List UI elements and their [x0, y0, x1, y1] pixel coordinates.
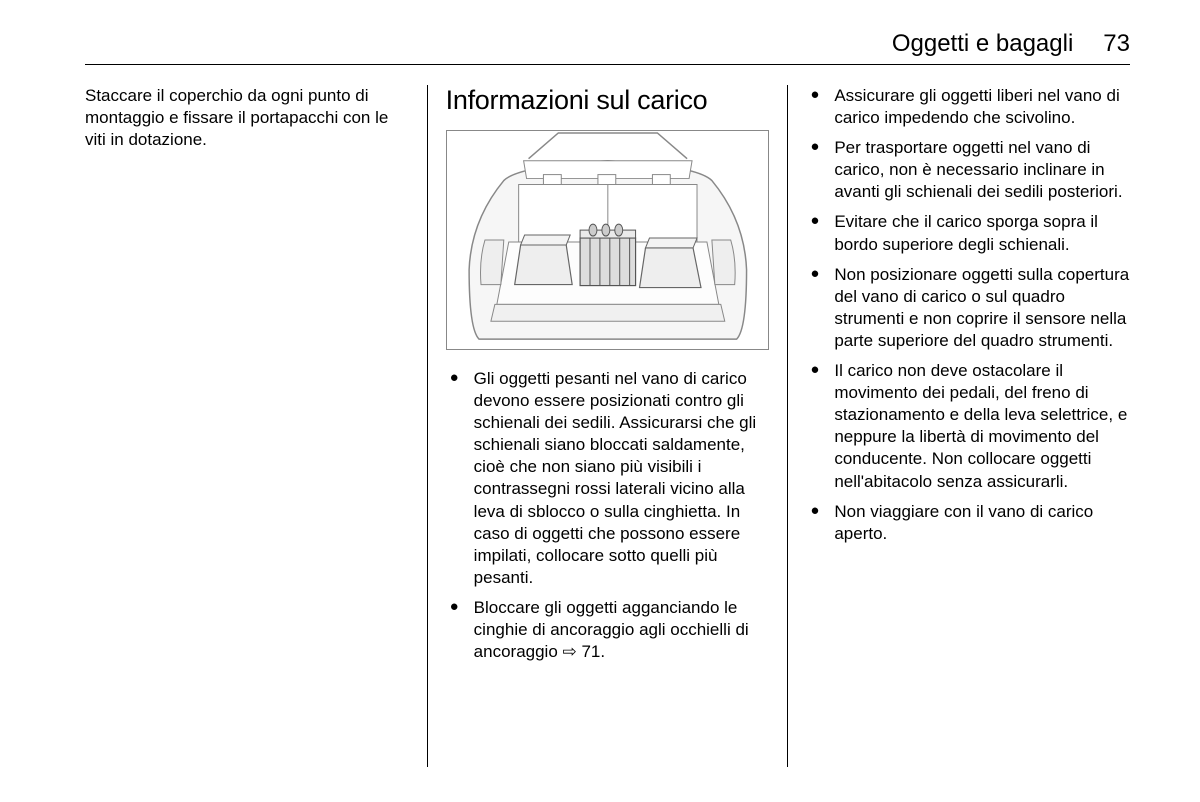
- column-1: Staccare il coperchio da ogni punto di m…: [85, 85, 428, 767]
- col2-bullet-list: Gli oggetti pesanti nel vano di carico d…: [446, 368, 770, 663]
- col1-paragraph: Staccare il coperchio da ogni punto di m…: [85, 85, 409, 151]
- cargo-svg: [447, 131, 769, 349]
- list-item: Evitare che il carico sporga sopra il bo…: [806, 211, 1130, 255]
- col2-heading: Informazioni sul carico: [446, 85, 770, 116]
- column-2: Informazioni sul carico: [428, 85, 789, 767]
- list-item: Non posizionare oggetti sulla copertura …: [806, 264, 1130, 352]
- col3-bullet-list: Assicurare gli oggetti liberi nel vano d…: [806, 85, 1130, 545]
- header-title: Oggetti e bagagli: [892, 30, 1073, 58]
- column-3: Assicurare gli oggetti liberi nel vano d…: [788, 85, 1130, 767]
- list-item: Non viaggiare con il vano di carico aper…: [806, 501, 1130, 545]
- page-number: 73: [1103, 30, 1130, 58]
- cargo-illustration: [446, 130, 770, 350]
- list-item: Il carico non deve ostacolare il movimen…: [806, 360, 1130, 493]
- page-header: Oggetti e bagagli 73: [85, 30, 1130, 65]
- list-item: Bloccare gli oggetti agganciando le cing…: [446, 597, 770, 663]
- column-layout: Staccare il coperchio da ogni punto di m…: [85, 85, 1130, 767]
- page: Oggetti e bagagli 73 Staccare il coperch…: [0, 0, 1200, 802]
- list-item: Gli oggetti pesanti nel vano di carico d…: [446, 368, 770, 589]
- list-item: Per trasportare oggetti nel vano di cari…: [806, 137, 1130, 203]
- list-item: Assicurare gli oggetti liberi nel vano d…: [806, 85, 1130, 129]
